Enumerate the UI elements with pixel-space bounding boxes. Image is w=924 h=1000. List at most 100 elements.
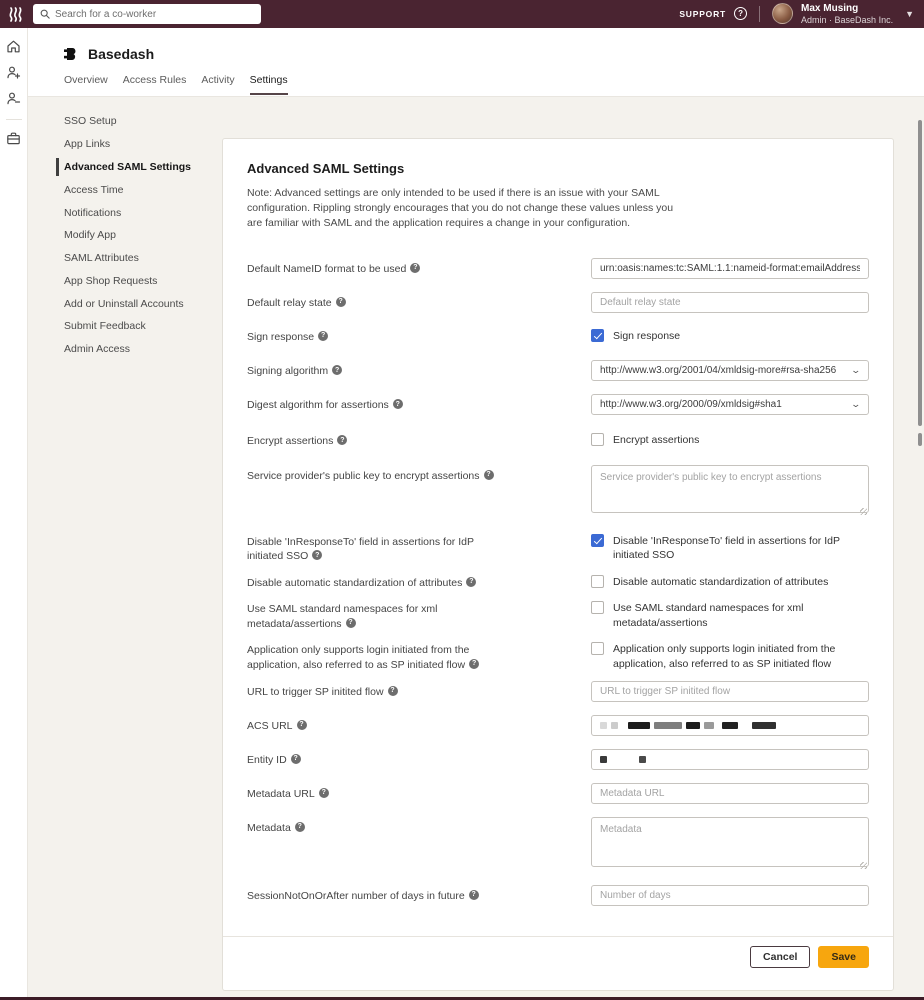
tab-activity[interactable]: Activity [201,74,235,86]
disable-inresponseto-checkbox[interactable] [591,533,604,547]
sidenav-item-submit-feedback[interactable]: Submit Feedback [64,320,146,333]
checkbox-label[interactable]: Encrypt assertions [613,434,700,447]
field-row-sign-response: Sign response? Sign response [247,326,869,344]
info-icon[interactable]: ? [469,658,480,669]
coworker-search-input[interactable]: Search for a co-worker [33,4,261,24]
info-icon[interactable]: ? [312,550,323,561]
info-icon[interactable]: ? [294,822,305,833]
entity-id-input[interactable] [591,749,869,771]
info-icon[interactable]: ? [318,788,329,799]
home-icon[interactable] [6,39,21,54]
save-button[interactable]: Save [818,946,869,969]
briefcase-icon[interactable] [6,131,21,146]
field-row-disable-standardization: Disable automatic standardization of att… [247,572,869,590]
sidenav-item-app-links[interactable]: App Links [64,138,111,151]
cancel-button[interactable]: Cancel [750,946,811,969]
support-link[interactable]: SUPPORT [679,8,727,19]
sidenav-item-advanced-saml-settings[interactable]: Advanced SAML Settings [56,156,216,179]
relay-state-input[interactable] [591,291,869,313]
checkbox-label[interactable]: Disable 'InResponseTo' field in assertio… [613,534,840,562]
field-label: Default NameID format to be used [247,262,407,275]
left-icon-rail [0,28,28,997]
checkbox-label[interactable]: Application only supports login initiate… [613,643,836,670]
chevron-down-icon[interactable]: ▼ [905,8,914,19]
sidenav-item-saml-attributes[interactable]: SAML Attributes [64,252,139,265]
vertical-scrollbar-segment[interactable] [918,433,922,446]
sp-flow-url-input[interactable] [591,681,869,703]
field-row-sp-flow-url: URL to trigger SP initited flow? [247,681,869,703]
field-label: Entity ID [247,754,287,767]
redacted-value [639,756,646,764]
redacted-value [611,722,618,730]
field-row-sp-public-key: Service provider's public key to encrypt… [247,464,869,518]
signing-algorithm-select[interactable]: http://www.w3.org/2001/04/xmldsig-more#r… [591,360,869,382]
metadata-textarea[interactable] [591,817,869,868]
sidenav-item-notifications[interactable]: Notifications [64,206,122,219]
field-row-disable-inresponseto: Disable 'InResponseTo' field in assertio… [247,531,869,564]
info-icon[interactable]: ? [410,262,421,273]
info-icon[interactable]: ? [392,399,403,410]
disable-standardization-checkbox[interactable] [591,574,604,588]
nameid-format-input[interactable] [591,257,869,279]
field-row-session-days: SessionNotOnOrAfter number of days in fu… [247,885,869,907]
acs-url-input[interactable] [591,715,869,737]
sp-initiated-only-checkbox[interactable] [591,642,604,656]
sidenav-item-access-time[interactable]: Access Time [64,183,124,196]
saml-namespaces-checkbox[interactable] [591,601,604,615]
search-icon [40,9,50,19]
field-row-metadata-url: Metadata URL? [247,783,869,805]
info-icon[interactable]: ? [337,435,348,446]
metadata-url-input[interactable] [591,783,869,805]
user-menu[interactable]: Max Musing Admin · BaseDash Inc. [801,3,893,26]
sidenav-item-sso-setup[interactable]: SSO Setup [64,115,117,128]
sign-response-checkbox[interactable] [591,328,604,342]
field-row-relay-state: Default relay state? [247,291,869,313]
sidenav-item-admin-access[interactable]: Admin Access [64,343,130,356]
help-icon[interactable]: ? [734,7,748,21]
sidenav-item-modify-app[interactable]: Modify App [64,229,116,242]
field-label: Use SAML standard namespaces for xml met… [247,603,438,630]
topbar: Search for a co-worker SUPPORT ? Max Mus… [0,0,924,28]
add-user-icon[interactable] [6,65,21,80]
vertical-scrollbar[interactable] [918,120,922,426]
field-label: Disable automatic standardization of att… [247,576,463,589]
field-label: Sign response [247,330,315,343]
checkbox-label[interactable]: Disable automatic standardization of att… [613,575,829,588]
redacted-value [600,722,607,730]
chevron-down-icon: ⌄ [850,399,862,410]
field-label: Digest algorithm for assertions [247,399,389,412]
info-icon[interactable]: ? [483,469,494,480]
info-icon[interactable]: ? [332,365,343,376]
tab-overview[interactable]: Overview [64,74,108,86]
tab-settings[interactable]: Settings [249,74,288,95]
panel-footer: Cancel Save [223,936,893,978]
info-icon[interactable]: ? [466,576,477,587]
info-icon[interactable]: ? [387,686,398,697]
remove-user-icon[interactable] [6,91,21,106]
user-avatar[interactable] [772,3,794,25]
info-icon[interactable]: ? [296,720,307,731]
sp-public-key-textarea[interactable] [591,464,869,513]
field-row-saml-namespaces: Use SAML standard namespaces for xml met… [247,598,869,631]
info-icon[interactable]: ? [335,296,346,307]
field-row-metadata: Metadata? [247,817,869,872]
digest-algorithm-select[interactable]: http://www.w3.org/2000/09/xmldsig#sha1 ⌄ [591,394,869,416]
info-icon[interactable]: ? [290,754,301,765]
info-icon[interactable]: ? [468,890,479,901]
session-days-input[interactable] [591,885,869,907]
field-label: URL to trigger SP initited flow [247,686,384,699]
encrypt-assertions-checkbox[interactable] [591,433,604,447]
info-icon[interactable]: ? [345,617,356,628]
sidenav-item-app-shop-requests[interactable]: App Shop Requests [64,274,158,287]
field-row-entity-id: Entity ID? [247,749,869,771]
checkbox-label[interactable]: Sign response [613,329,681,342]
rippling-logo-icon[interactable] [0,6,30,22]
field-label: Metadata [247,822,291,835]
redacted-value [704,722,714,730]
sidenav-item-add-or-uninstall-accounts[interactable]: Add or Uninstall Accounts [64,297,184,310]
tab-access-rules[interactable]: Access Rules [122,74,187,86]
chevron-down-icon: ⌄ [850,365,862,376]
redacted-value [752,722,776,730]
checkbox-label[interactable]: Use SAML standard namespaces for xml met… [613,602,804,629]
info-icon[interactable]: ? [318,330,329,341]
